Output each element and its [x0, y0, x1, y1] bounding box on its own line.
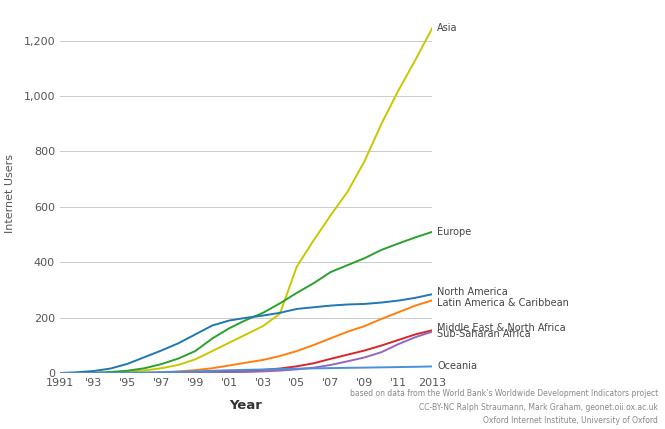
- Text: Asia: Asia: [438, 23, 458, 33]
- Text: Middle East & North Africa: Middle East & North Africa: [438, 323, 566, 333]
- Text: Europe: Europe: [438, 227, 471, 237]
- Y-axis label: Internet Users: Internet Users: [5, 154, 15, 233]
- Text: based on data from the World Bank’s Worldwide Development Indicators project
CC-: based on data from the World Bank’s Worl…: [350, 389, 658, 425]
- X-axis label: Year: Year: [229, 399, 263, 412]
- Text: North America: North America: [438, 287, 508, 297]
- Text: Oceania: Oceania: [438, 362, 477, 372]
- Text: Latin America & Caribbean: Latin America & Caribbean: [438, 298, 569, 308]
- Text: Sub-Saharan Africa: Sub-Saharan Africa: [438, 329, 531, 339]
